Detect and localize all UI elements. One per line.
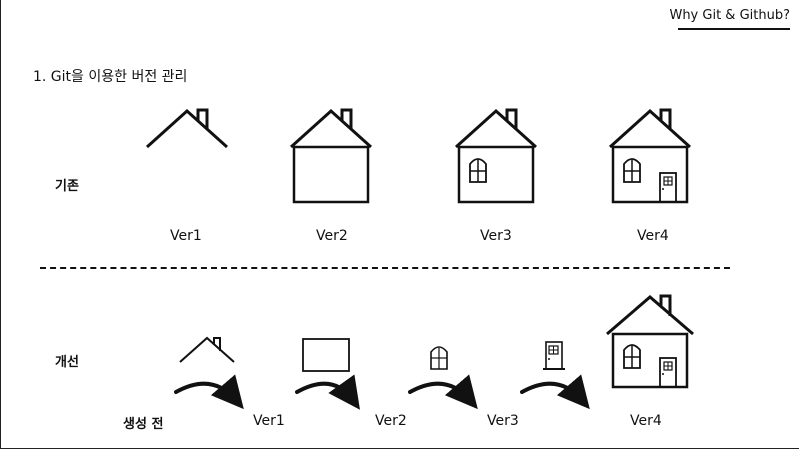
house-complete-icon <box>608 108 692 204</box>
existing-ver1-label: Ver1 <box>170 228 202 244</box>
section-title: 1. Git을 이용한 버전 관리 <box>33 69 188 85</box>
arrow-2-icon <box>295 374 360 410</box>
arrow-4-icon <box>520 374 590 410</box>
existing-ver3-label: Ver3 <box>480 228 512 244</box>
row-label-existing: 기존 <box>55 179 79 194</box>
header-underline <box>678 28 790 30</box>
house-walls-icon <box>289 108 373 204</box>
improved-ver1-label: Ver1 <box>253 413 285 429</box>
house-roof-icon <box>145 108 229 149</box>
door-piece-icon <box>543 341 565 370</box>
arrow-1-icon <box>174 374 244 410</box>
improved-ver2-label: Ver2 <box>375 413 407 429</box>
existing-ver4-label: Ver4 <box>637 228 669 244</box>
header-title: Why Git & Github? <box>669 8 790 23</box>
section-divider <box>40 267 730 269</box>
improved-start-label: 생성 전 <box>123 417 164 432</box>
final-house-icon <box>606 294 694 389</box>
house-window-icon <box>454 108 538 204</box>
window-piece-icon <box>430 346 448 370</box>
existing-ver2-label: Ver2 <box>316 228 348 244</box>
improved-ver4-label: Ver4 <box>630 413 662 429</box>
row-label-improved: 개선 <box>55 355 79 370</box>
walls-piece-icon <box>302 338 350 372</box>
improved-ver3-label: Ver3 <box>487 413 519 429</box>
roof-piece-icon <box>179 336 235 363</box>
arrow-3-icon <box>408 374 478 410</box>
